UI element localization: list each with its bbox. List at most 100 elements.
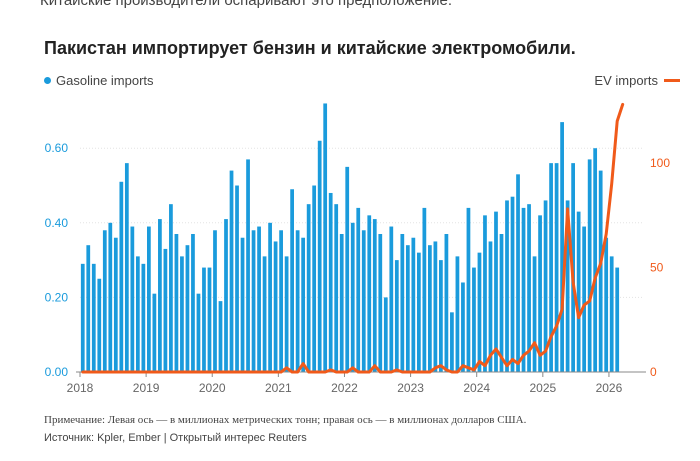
gasoline-bar (279, 230, 283, 372)
legend-ev: EV imports (594, 73, 680, 88)
gasoline-bar (130, 226, 135, 372)
gasoline-bar (372, 219, 377, 372)
gasoline-bar (290, 189, 295, 372)
gasoline-bar (598, 170, 603, 372)
right-tick-label: 0 (650, 365, 657, 379)
gasoline-bar (378, 234, 383, 372)
gasoline-bar (235, 185, 239, 372)
x-tick-label: 2020 (199, 381, 226, 395)
gasoline-bar (306, 204, 311, 372)
gasoline-bar (521, 207, 526, 372)
left-tick-label: 0.60 (45, 141, 69, 155)
gasoline-bar (334, 204, 339, 372)
left-tick-label: 0.40 (45, 216, 69, 230)
gasoline-bar (538, 215, 542, 372)
gasoline-bar (609, 256, 614, 372)
gasoline-bar (135, 256, 140, 372)
gasoline-bar (405, 245, 410, 372)
gasoline-bar (202, 267, 206, 372)
gasoline-bar (444, 234, 449, 372)
gasoline-bar (229, 170, 234, 372)
gasoline-bar (576, 211, 581, 372)
legend-dot-icon (44, 77, 51, 84)
gasoline-bar (389, 226, 394, 372)
right-tick-label: 50 (650, 260, 664, 274)
gasoline-bar (510, 196, 515, 372)
gasoline-bar (240, 237, 245, 372)
chart-source: Источник: Kpler, Ember | Открытый интере… (44, 432, 307, 444)
gasoline-bar (494, 211, 498, 372)
gasoline-bar (461, 282, 465, 372)
x-tick-label: 2023 (397, 381, 424, 395)
gasoline-bar (615, 267, 620, 372)
gasoline-bar (251, 230, 256, 372)
gasoline-bar (516, 174, 520, 372)
gasoline-bar (361, 230, 366, 372)
gasoline-bar (554, 163, 559, 372)
gasoline-bar (312, 185, 317, 372)
gasoline-bar (477, 252, 482, 372)
gasoline-bar (582, 226, 587, 372)
gasoline-bar (345, 166, 350, 372)
gasoline-bar (141, 263, 146, 372)
gasoline-bar (488, 241, 493, 372)
gasoline-bar (587, 159, 592, 372)
gasoline-bar (163, 248, 168, 372)
legend-line-icon (664, 79, 680, 82)
gasoline-bar (383, 297, 388, 372)
gasoline-bar (146, 226, 151, 372)
gasoline-bar (466, 207, 471, 372)
gasoline-bar (472, 267, 476, 372)
gasoline-bar (560, 122, 564, 372)
gasoline-bar (268, 222, 272, 372)
intro-text: Китайские производители оспаривают это п… (40, 0, 453, 9)
gasoline-bar (169, 204, 173, 372)
ev-imports-line (81, 102, 625, 374)
x-tick-label: 2024 (463, 381, 490, 395)
x-tick-label: 2018 (67, 381, 94, 395)
gasoline-bar (604, 237, 609, 372)
gasoline-bar (196, 293, 201, 372)
gasoline-bar (455, 256, 460, 372)
gasoline-bar (273, 241, 278, 372)
x-tick-label: 2025 (529, 381, 556, 395)
x-tick-label: 2022 (331, 381, 358, 395)
gasoline-bar (246, 159, 250, 372)
legend-gasoline-label: Gasoline imports (56, 73, 154, 88)
gasoline-bar (97, 278, 102, 372)
legend-ev-label: EV imports (594, 73, 658, 88)
gasoline-bar (593, 148, 598, 372)
gasoline-bar (91, 263, 96, 372)
gasoline-bar (549, 163, 553, 372)
left-tick-label: 0.00 (45, 365, 69, 379)
gasoline-bar (433, 241, 438, 372)
gasoline-bar (284, 256, 289, 372)
gasoline-bar (174, 234, 179, 372)
gasoline-bar (394, 260, 399, 372)
left-tick-label: 0.20 (45, 290, 69, 304)
gasoline-bar (356, 207, 361, 372)
gasoline-bar (218, 301, 223, 372)
gasoline-bar (499, 234, 504, 372)
gasoline-bar (262, 256, 267, 372)
gasoline-bar (213, 230, 217, 372)
gasoline-bar (339, 234, 344, 372)
gasoline-bar (439, 260, 443, 372)
gasoline-bar (185, 245, 190, 372)
gasoline-bar (124, 163, 129, 372)
gasoline-bar (422, 207, 427, 372)
gasoline-bar (400, 234, 405, 372)
gasoline-bar (565, 200, 570, 372)
gasoline-bar (86, 245, 91, 372)
gasoline-bar (295, 230, 300, 372)
gasoline-bar (416, 252, 421, 372)
gasoline-bar (301, 237, 306, 372)
gasoline-bar (317, 140, 322, 372)
gasoline-bar (450, 312, 454, 372)
gasoline-bar (191, 234, 195, 372)
gasoline-bar (207, 267, 212, 372)
right-tick-label: 100 (650, 156, 670, 170)
chart-title: Пакистан импортирует бензин и китайские … (44, 38, 576, 58)
gasoline-bar (102, 230, 107, 372)
